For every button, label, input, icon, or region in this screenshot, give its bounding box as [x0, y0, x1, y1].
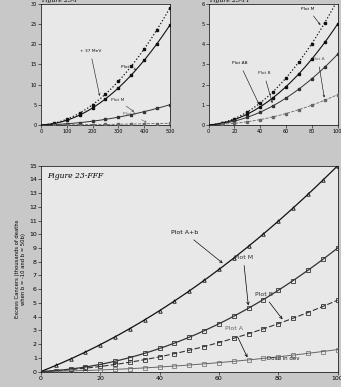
Text: Plot B: Plot B: [121, 65, 136, 70]
Text: Plot B: Plot B: [257, 72, 272, 103]
Text: Plot A: Plot A: [312, 57, 325, 97]
Text: + 37 MeV: + 37 MeV: [79, 49, 101, 95]
Text: Plot A: Plot A: [225, 326, 247, 357]
Text: Plot M: Plot M: [234, 255, 253, 305]
Text: Figure 23-F: Figure 23-F: [41, 0, 78, 3]
Text: Plot M: Plot M: [110, 98, 134, 111]
Y-axis label: Excess Cancers (thousands of deaths
when b = -10 and b = 50b): Excess Cancers (thousands of deaths when…: [15, 219, 26, 318]
Text: Figure 23-FF: Figure 23-FF: [209, 0, 251, 3]
Text: Plot AB: Plot AB: [232, 62, 259, 104]
Text: Plot A+b: Plot A+b: [172, 230, 222, 263]
Text: Plot B: Plot B: [254, 292, 282, 319]
Text: Plot A: Plot A: [123, 112, 146, 122]
Text: Plot M: Plot M: [301, 7, 320, 24]
Text: Dose in dev: Dose in dev: [267, 356, 299, 361]
Text: Figure 23-FFF: Figure 23-FFF: [47, 172, 103, 180]
